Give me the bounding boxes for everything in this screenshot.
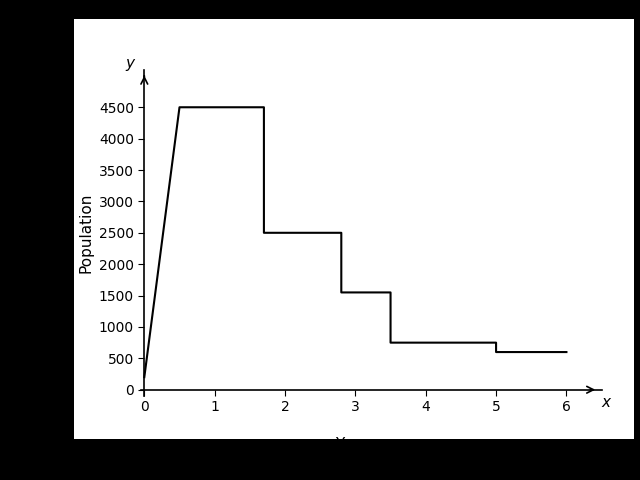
Text: x: x — [602, 395, 611, 410]
Text: y: y — [125, 56, 135, 71]
Y-axis label: Population: Population — [78, 192, 93, 273]
Text: Years: Years — [335, 437, 376, 452]
